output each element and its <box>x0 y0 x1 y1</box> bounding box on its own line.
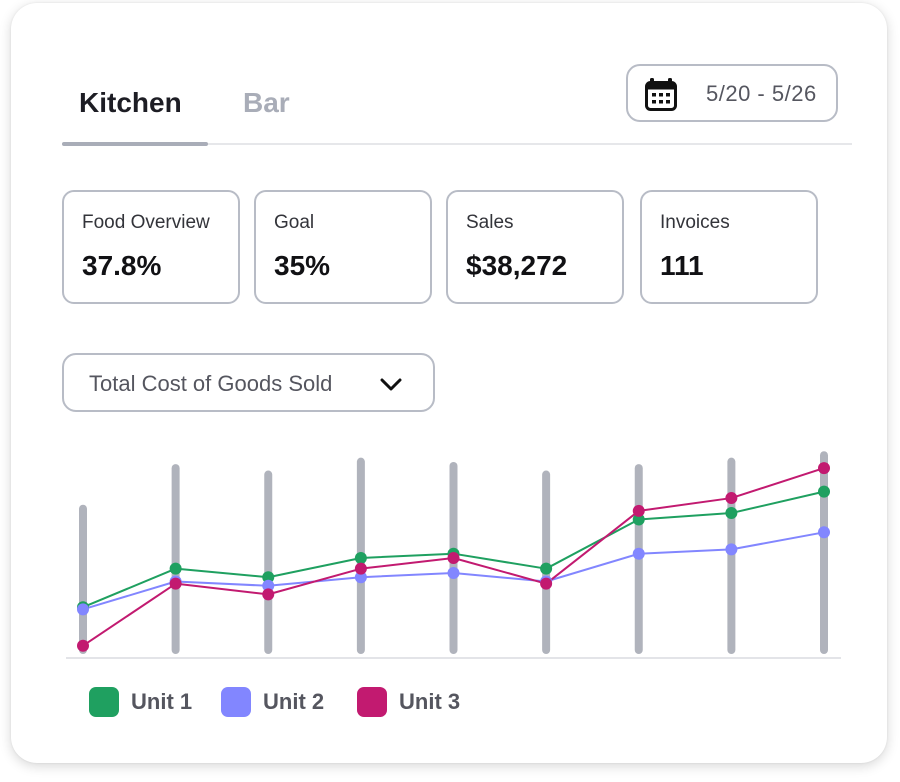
data-point-unit-3 <box>447 551 460 564</box>
data-point-unit-3 <box>77 639 89 652</box>
metric-dropdown[interactable]: Total Cost of Goods Sold <box>62 353 435 412</box>
legend-swatch <box>357 687 387 717</box>
stat-value: 111 <box>660 250 704 281</box>
tab-bar[interactable]: Bar <box>243 87 290 118</box>
data-point-unit-3 <box>262 588 275 601</box>
stat-value: 35% <box>274 250 331 281</box>
data-point-unit-1 <box>632 513 645 526</box>
stat-card-invoices: Invoices 111 <box>640 190 818 304</box>
date-range-button[interactable]: 5/20 - 5/26 <box>626 64 838 122</box>
data-point-unit-3 <box>632 504 645 517</box>
data-point-unit-2 <box>725 543 738 556</box>
data-point-unit-1 <box>262 571 275 584</box>
tab-kitchen[interactable]: Kitchen <box>79 87 182 118</box>
stat-label: Food Overview <box>82 212 210 233</box>
stat-label: Invoices <box>660 212 730 233</box>
data-point-unit-3 <box>540 577 553 590</box>
data-point-unit-1 <box>818 485 830 498</box>
data-point-unit-2 <box>818 526 830 539</box>
stat-value: 37.8% <box>82 250 162 281</box>
date-range-label: 5/20 - 5/26 <box>706 81 817 106</box>
data-point-unit-1 <box>725 507 738 520</box>
metric-dropdown-value: Total Cost of Goods Sold <box>89 371 333 396</box>
data-point-unit-3 <box>725 492 738 505</box>
data-point-unit-1 <box>354 551 367 564</box>
stat-card-food-overview: Food Overview 37.8% <box>62 190 240 304</box>
active-tab-indicator <box>62 142 208 146</box>
data-point-unit-3 <box>354 562 367 575</box>
data-point-unit-2 <box>262 579 275 592</box>
stat-label: Goal <box>274 212 315 233</box>
legend-label: Unit 2 <box>263 689 325 714</box>
stat-label: Sales <box>466 212 514 233</box>
data-point-unit-3 <box>818 462 830 475</box>
chevron-down-icon <box>379 372 403 396</box>
stat-value: $38,272 <box>466 250 568 281</box>
legend-label: Unit 3 <box>399 689 461 714</box>
tabs-divider <box>62 143 852 145</box>
data-point-unit-2 <box>632 547 645 560</box>
data-point-unit-1 <box>540 562 553 575</box>
data-point-unit-3 <box>169 577 182 590</box>
data-point-unit-1 <box>169 562 182 575</box>
stat-card-sales: Sales $38,272 <box>446 190 624 304</box>
calendar-icon <box>645 78 677 112</box>
data-point-unit-2 <box>447 566 460 579</box>
legend-swatch <box>89 687 119 717</box>
legend-swatch <box>221 687 251 717</box>
data-point-unit-2 <box>354 571 367 584</box>
stat-card-goal: Goal 35% <box>254 190 432 304</box>
data-point-unit-2 <box>77 603 89 616</box>
legend-label: Unit 1 <box>131 689 193 714</box>
